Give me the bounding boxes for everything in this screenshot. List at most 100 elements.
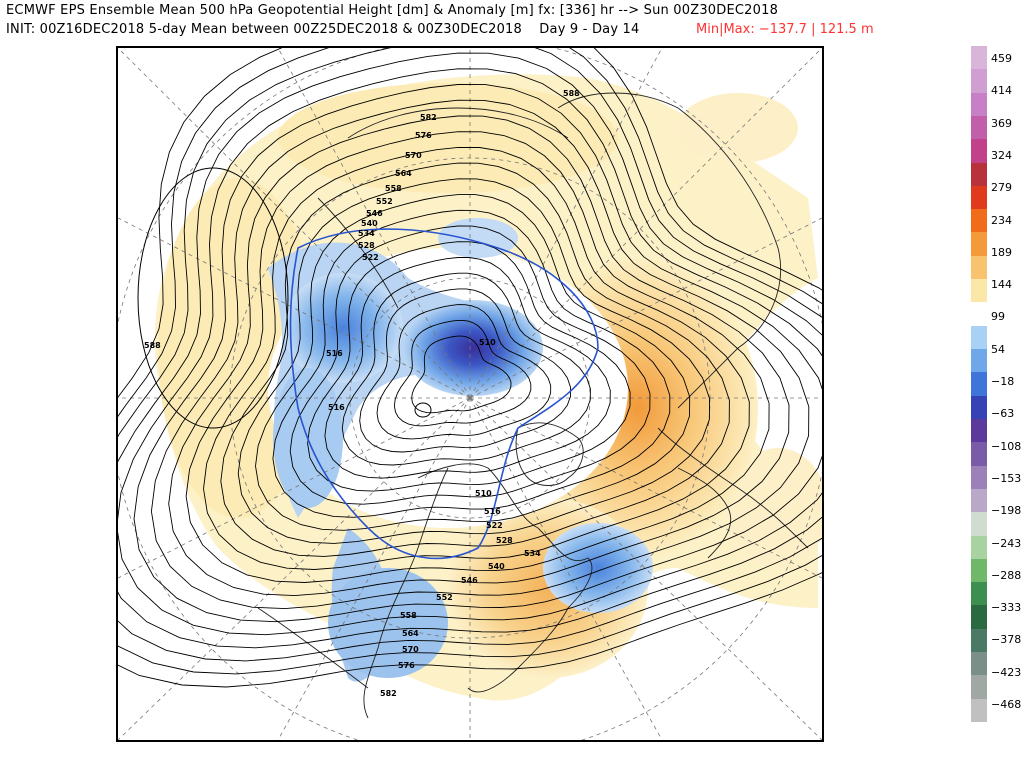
contour-label: 516 xyxy=(328,403,345,412)
contour-labels: 588 582 576 570 564 558 552 546 540 534 … xyxy=(144,89,580,698)
colorbar-swatch xyxy=(971,279,987,303)
graticule xyxy=(118,48,822,740)
colorbar-label: 414 xyxy=(991,84,1012,98)
contour-label: 570 xyxy=(402,645,419,654)
negative-anomaly-shading xyxy=(268,218,653,682)
chart-title: ECMWF EPS Ensemble Mean 500 hPa Geopoten… xyxy=(6,3,779,18)
polar-map: 588 582 576 570 564 558 552 546 540 534 … xyxy=(118,48,822,740)
colorbar-swatch xyxy=(971,558,987,583)
colorbar-swatch xyxy=(971,628,987,653)
height-contour-line xyxy=(203,146,750,570)
colorbar-label: 189 xyxy=(991,245,1012,259)
colorbar-swatch xyxy=(971,535,987,560)
contour-label: 534 xyxy=(524,549,541,558)
height-contour-line xyxy=(376,304,552,440)
height-contour-line xyxy=(414,402,432,418)
contour-540-highlight xyxy=(289,228,599,560)
colorbar-label: −243 xyxy=(991,536,1022,550)
contour-label: 534 xyxy=(358,229,375,238)
height-contour-line xyxy=(307,241,631,492)
height-contour-line xyxy=(118,48,822,688)
min-max-readout: Min|Max: −137.7 | 121.5 m xyxy=(696,22,874,37)
contour-label: 558 xyxy=(400,611,417,620)
height-contour-line xyxy=(118,48,822,662)
contour-label: 552 xyxy=(376,197,393,206)
colorbar-swatch xyxy=(971,395,987,420)
contour-label: 510 xyxy=(475,489,492,498)
colorbar-swatch xyxy=(971,442,987,467)
contour-label: 516 xyxy=(326,349,343,358)
height-contour-line xyxy=(118,48,822,675)
colorbar-label: 99 xyxy=(991,310,1005,324)
contour-label: 582 xyxy=(420,113,437,122)
contour-label: 564 xyxy=(402,629,419,638)
colorbar-label: −333 xyxy=(991,601,1022,615)
colorbar-swatch xyxy=(971,209,987,233)
height-contour-line xyxy=(137,167,289,429)
colorbar-swatch xyxy=(971,162,987,187)
colorbar-swatch xyxy=(971,652,987,676)
contour-label: 588 xyxy=(144,341,161,350)
colorbar-swatch xyxy=(971,325,987,350)
colorbar-swatch xyxy=(971,675,987,700)
colorbar-label: 144 xyxy=(991,278,1012,292)
colorbar-label: −468 xyxy=(991,698,1022,711)
height-contour-line xyxy=(150,99,810,610)
height-contour-line xyxy=(393,319,532,427)
colorbar-swatch xyxy=(971,372,987,397)
anomaly-colorbar xyxy=(971,46,987,723)
contour-label: 570 xyxy=(405,151,422,160)
colorbar-swatch xyxy=(971,512,987,536)
height-contour-line xyxy=(133,84,822,623)
colorbar-swatch xyxy=(971,302,987,327)
colorbar-swatch xyxy=(971,115,987,140)
colorbar-label: −63 xyxy=(991,407,1015,421)
colorbar-label: 369 xyxy=(991,116,1012,130)
contour-label: 510 xyxy=(479,338,496,347)
contour-label: 546 xyxy=(366,209,383,218)
colorbar-swatch xyxy=(971,139,987,164)
height-contour-line xyxy=(255,194,691,531)
colorbar-label: −423 xyxy=(991,665,1022,679)
contour-label: 546 xyxy=(461,576,478,585)
height-contour-line xyxy=(118,68,822,636)
colorbar-swatch xyxy=(971,418,987,443)
contour-label: 516 xyxy=(484,507,501,516)
height-contour-line xyxy=(185,131,770,583)
contour-label: 558 xyxy=(385,184,402,193)
contour-label: 540 xyxy=(488,562,505,571)
contour-label: 588 xyxy=(563,89,580,98)
colorbar-swatch xyxy=(971,255,987,280)
height-contour-line xyxy=(289,225,651,505)
colorbar-swatch xyxy=(971,605,987,630)
colorbar-label: −108 xyxy=(991,439,1022,453)
height-contour-line xyxy=(359,288,571,453)
colorbar-label: −18 xyxy=(991,375,1015,388)
contour-label: 552 xyxy=(436,593,453,602)
height-contour-line xyxy=(118,52,822,649)
colorbar-swatch xyxy=(971,465,987,490)
height-contour-line xyxy=(411,335,512,414)
height-contour-line xyxy=(324,257,611,479)
colorbar-swatch xyxy=(971,349,987,373)
contour-label: 540 xyxy=(361,219,378,228)
chart-subtitle: INIT: 00Z16DEC2018 5-day Mean between 00… xyxy=(6,22,640,37)
map-panel: 588 582 576 570 564 558 552 546 540 534 … xyxy=(116,46,824,742)
colorbar-label: 234 xyxy=(991,213,1012,227)
height-contour-line xyxy=(168,115,790,597)
contour-label: 528 xyxy=(358,241,375,250)
colorbar-swatch xyxy=(971,698,987,723)
height-contour-line xyxy=(220,162,730,557)
colorbar-label: −378 xyxy=(991,633,1022,647)
colorbar-label: 279 xyxy=(991,181,1012,195)
contour-label: 576 xyxy=(415,131,432,140)
contour-label: 522 xyxy=(486,521,503,530)
contour-label: 564 xyxy=(395,169,412,178)
colorbar-swatch xyxy=(971,92,987,117)
colorbar-label: −153 xyxy=(991,471,1022,485)
colorbar-swatch xyxy=(971,185,987,210)
height-contour-line xyxy=(341,272,591,466)
contour-label: 528 xyxy=(496,536,513,545)
colorbar-swatch xyxy=(971,582,987,606)
contour-label: 522 xyxy=(362,253,379,262)
